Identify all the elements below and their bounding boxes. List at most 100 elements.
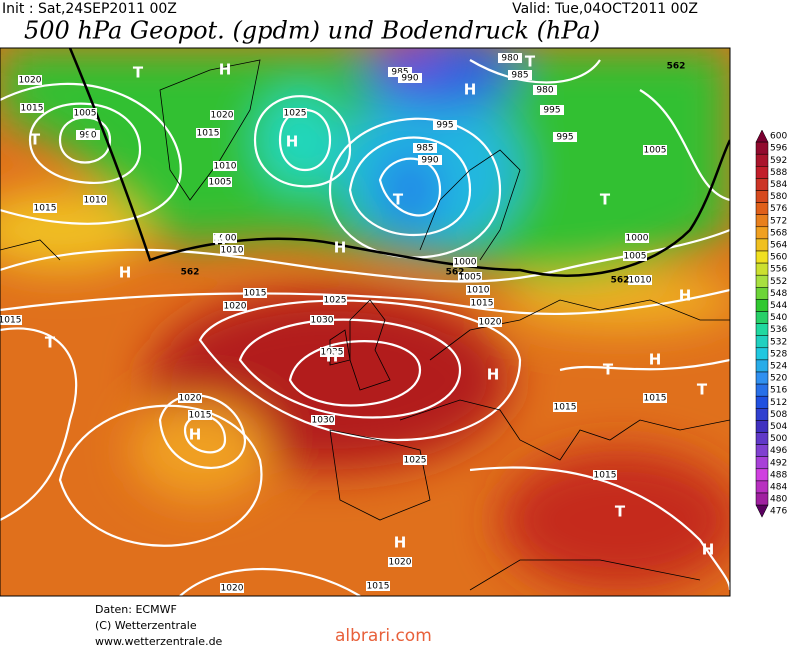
- copyright: (C) Wetterzentrale: [95, 619, 197, 632]
- contour-label: 562: [667, 62, 686, 72]
- colorbar-cell: [755, 420, 769, 433]
- isobar-label-bg: [323, 295, 347, 305]
- pressure-center: H: [286, 133, 299, 151]
- isobar-label: 995: [556, 133, 573, 143]
- colorbar-label: 572: [770, 216, 787, 226]
- isobar-label: 1025: [404, 456, 427, 466]
- isobar-label-bg: [220, 245, 244, 255]
- colorbar-cell: [755, 226, 769, 240]
- isobar-label-bg: [470, 298, 494, 308]
- isobar-label-bg: [188, 410, 212, 420]
- isobar-label-bg: [83, 195, 107, 205]
- isobar-label: 1015: [197, 129, 220, 139]
- colorbar-label: 580: [770, 192, 787, 202]
- colorbar-cell: [755, 311, 769, 324]
- isobar-label: 995: [436, 121, 453, 131]
- pressure-center: T: [85, 126, 96, 144]
- colorbar-cell: [755, 214, 769, 228]
- colorbar-label: 544: [770, 301, 787, 311]
- isobar-label-bg: [628, 275, 652, 285]
- isobar-label-bg: [20, 103, 44, 113]
- isobar-label-bg: [553, 132, 577, 142]
- colorbar-cap: [755, 129, 769, 143]
- isobar-label-bg: [508, 70, 532, 80]
- colorbar-cell: [755, 480, 769, 494]
- map-area: 1020 1015 1005 990 1020 1025 1015 1010 1005 1010 1…: [0, 48, 730, 596]
- isobar-label: 985: [416, 144, 433, 154]
- colorbar-cell: [755, 238, 769, 252]
- colorbar-cell: [755, 202, 769, 215]
- pressure-center: H: [487, 366, 500, 384]
- isobar-label: 1010: [214, 162, 237, 172]
- colorbar-label: 504: [770, 422, 787, 432]
- pressure-center: T: [697, 381, 708, 399]
- colorbar-label: 576: [770, 204, 787, 214]
- isobar-label: 990: [79, 131, 96, 141]
- isobar-label: 1020: [19, 76, 42, 86]
- pressure-center: H: [219, 61, 232, 79]
- isobar-label-bg: [458, 272, 482, 282]
- isobar-label: 1005: [209, 178, 232, 188]
- contour-label: 562: [611, 276, 630, 286]
- colorbar-label: 536: [770, 325, 787, 335]
- isobar-label-bg: [220, 583, 244, 593]
- colorbar-label: 520: [770, 374, 787, 384]
- isobar-label: 1015: [34, 204, 57, 214]
- colorbar-label: 492: [770, 458, 787, 468]
- watermark: albrari.com: [335, 626, 432, 646]
- isobar-label: 1015: [244, 289, 267, 299]
- isobar-label-bg: [33, 203, 57, 213]
- pressure-center: H: [679, 287, 692, 305]
- isobar-label: 990: [421, 156, 438, 166]
- colorbar-cell: [755, 153, 769, 167]
- isobar-label-bg: [453, 257, 477, 267]
- isobar-label: 1020: [479, 318, 502, 328]
- isobar-label-bg: [398, 73, 422, 83]
- colorbar-cell: [755, 395, 769, 409]
- colorbar-label: 584: [770, 180, 787, 190]
- isobar-label: 980: [536, 86, 553, 96]
- isobar-label: 985: [511, 71, 528, 81]
- isobar-label-bg: [413, 143, 437, 153]
- isobar-label-bg: [388, 67, 412, 77]
- colorbar-cap: [755, 504, 769, 518]
- isobar-label-bg: [223, 301, 247, 311]
- colorbar-cell: [755, 408, 769, 421]
- pressure-center: T: [45, 334, 56, 352]
- map-frame: [0, 47, 731, 597]
- isobar-label-bg: [0, 315, 22, 325]
- colorbar-label: 516: [770, 386, 787, 396]
- colorbar-label: 548: [770, 289, 787, 299]
- colorbar-label: 508: [770, 410, 787, 420]
- colorbar-cell: [755, 274, 769, 288]
- isobar-label: 990: [401, 74, 418, 84]
- pressure-center: H: [702, 541, 715, 559]
- isobar-label-bg: [208, 177, 232, 187]
- colorbar-label: 512: [770, 398, 787, 408]
- isobar-label: 1000: [626, 234, 649, 244]
- colorbar-label: 600: [770, 132, 787, 142]
- isobar-label-bg: [498, 53, 522, 63]
- pressure-center: T: [85, 126, 96, 144]
- isobar-label-bg: [553, 402, 577, 412]
- pressure-center: T: [615, 503, 626, 521]
- colorbar-label: 528: [770, 349, 787, 359]
- colorbar-label: 564: [770, 240, 787, 250]
- colorbar-cell: [755, 444, 769, 457]
- colorbar-cell: [755, 178, 769, 191]
- isobar-label-bg: [178, 393, 202, 403]
- isobar-label-bg: [418, 155, 442, 165]
- pressure-center: T: [603, 361, 614, 379]
- colorbar-label: 480: [770, 495, 787, 505]
- pressure-center: H: [326, 348, 339, 366]
- isobar-label-bg: [320, 347, 344, 357]
- isobar-label-bg: [18, 75, 42, 85]
- isobar-label: 1000: [454, 258, 477, 268]
- isobar-label: 1015: [189, 411, 212, 421]
- isobar-label-bg: [213, 161, 237, 171]
- isobar-label: 1015: [644, 394, 667, 404]
- pressure-center: H: [464, 81, 477, 99]
- isobar-label-bg: [243, 288, 267, 298]
- isobar-label-bg: [283, 108, 307, 118]
